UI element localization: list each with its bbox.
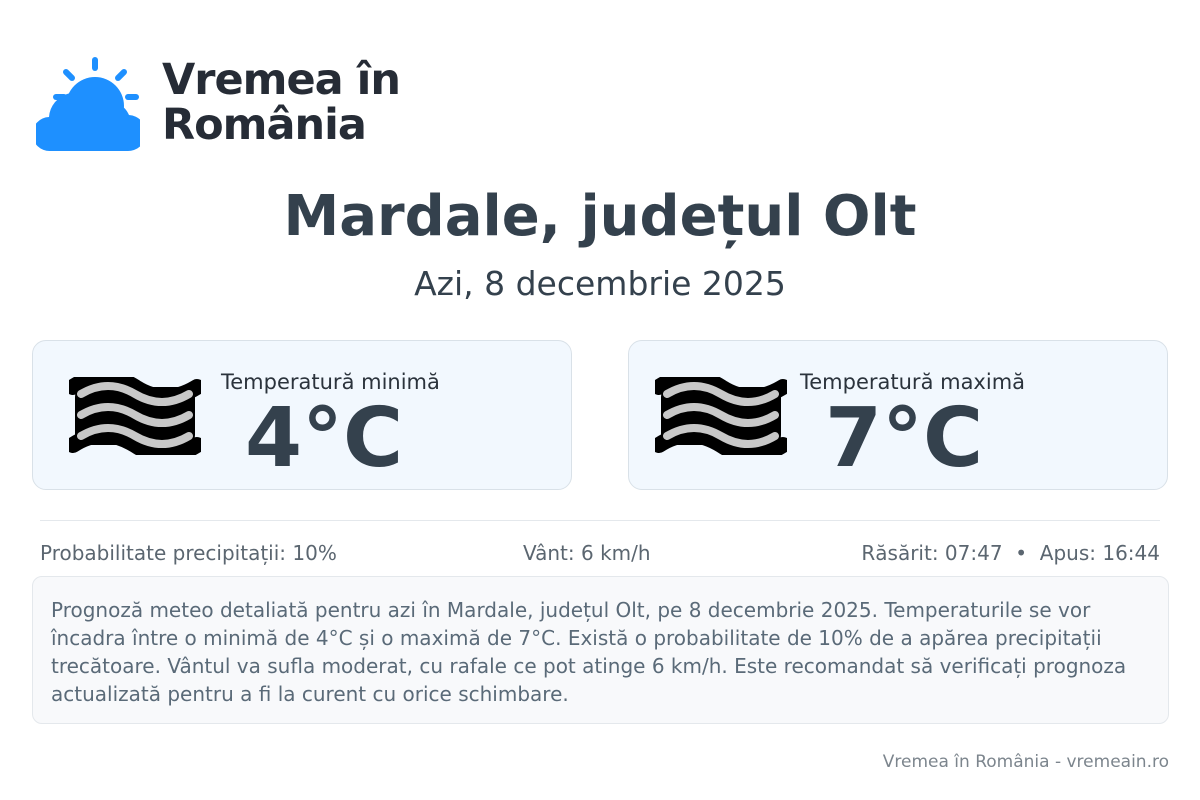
max-temp-label: Temperatură maximă xyxy=(800,370,1026,394)
min-temp-label: Temperatură minimă xyxy=(221,370,440,394)
max-temp-card: Temperatură maximă 7°C xyxy=(628,340,1168,490)
fog-icon xyxy=(655,377,787,455)
fog-icon xyxy=(69,377,201,455)
min-temp-card: Temperatură minimă 4°C xyxy=(32,340,572,490)
wind-stat: Vânt: 6 km/h xyxy=(523,541,651,565)
forecast-description: Prognoză meteo detaliată pentru azi în M… xyxy=(32,576,1169,724)
sunrise-sunset-stat: Răsărit: 07:47 • Apus: 16:44 xyxy=(861,541,1160,565)
min-temp-value: 4°C xyxy=(245,391,404,486)
max-temp-value: 7°C xyxy=(825,391,984,486)
logo-text: Vremea în România xyxy=(162,55,401,150)
logo-line-2: România xyxy=(162,100,367,150)
footer-credit[interactable]: Vremea în România - vremeain.ro xyxy=(882,752,1169,772)
page-title: Mardale, județul Olt xyxy=(283,184,917,249)
sun-behind-cloud-icon xyxy=(36,57,140,152)
logo-line-1: Vremea în xyxy=(162,55,401,105)
divider xyxy=(40,520,1160,521)
site-logo[interactable]: Vremea în România xyxy=(36,54,401,152)
forecast-date: Azi, 8 decembrie 2025 xyxy=(414,264,786,303)
precipitation-stat: Probabilitate precipitații: 10% xyxy=(40,541,337,565)
